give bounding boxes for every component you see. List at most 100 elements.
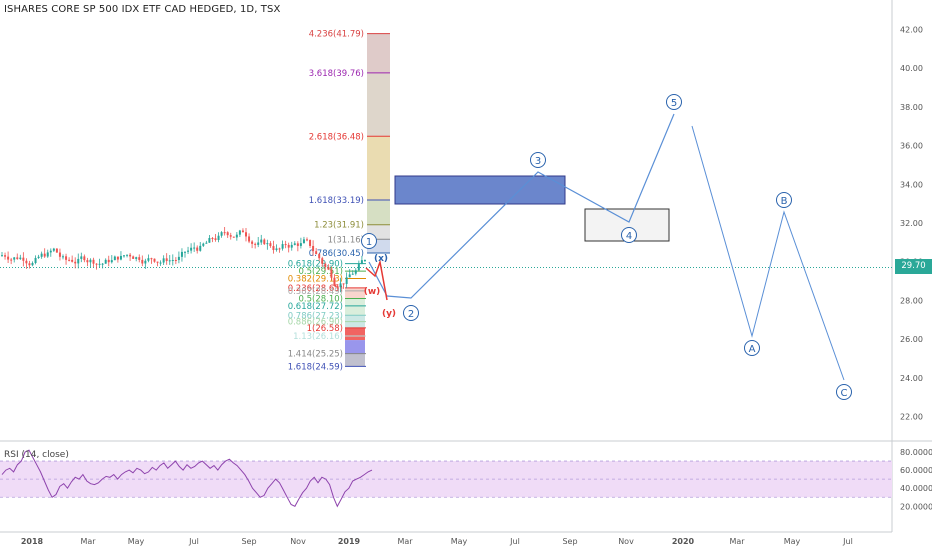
- price-axis-label: 36.00: [900, 142, 923, 151]
- fib-retracement-band: [345, 353, 365, 367]
- candle-body: [193, 247, 196, 249]
- fib-level-label: 0.786(27.23): [288, 311, 343, 321]
- fib-level-label: 0.5(29.51): [299, 267, 343, 277]
- time-axis-label: Sep: [241, 537, 256, 546]
- candle-body: [327, 267, 330, 270]
- candle-body: [144, 260, 147, 264]
- candle-body: [278, 248, 281, 250]
- candle-body: [180, 251, 183, 257]
- candle-body: [238, 230, 241, 235]
- candle-body: [360, 260, 363, 265]
- candle-body: [235, 234, 238, 238]
- time-axis-label: Mar: [729, 537, 745, 546]
- rsi-line: [1, 449, 373, 508]
- candle-body: [330, 269, 333, 278]
- price-axis-label: 40.00: [900, 64, 923, 73]
- elliott-correction-line: [691, 125, 845, 381]
- candle-body: [363, 260, 366, 262]
- candle-body: [150, 258, 153, 260]
- time-axis-label: Nov: [618, 537, 634, 546]
- target-zone-box: [584, 208, 670, 242]
- wave-label: 3: [535, 156, 541, 167]
- candle-body: [104, 259, 107, 264]
- candle-body: [339, 283, 342, 288]
- fib-extension-band: [367, 136, 390, 200]
- candle-body: [92, 259, 95, 264]
- wave-label: 1: [366, 237, 372, 248]
- wave-label: A: [749, 344, 756, 355]
- candle-body: [31, 262, 34, 266]
- rsi-axis-label: 20.0000: [900, 502, 932, 511]
- candle-body: [147, 258, 150, 261]
- elliott-impulse-line: [368, 113, 675, 299]
- price-axis-label: 34.00: [900, 180, 923, 189]
- candle-body: [153, 258, 156, 262]
- candle-body: [156, 261, 159, 263]
- candle-body: [321, 258, 324, 264]
- rsi-indicator-label[interactable]: RSI (14, close): [4, 450, 69, 460]
- candle-body: [46, 252, 49, 257]
- candle-body: [80, 256, 83, 259]
- candle-body: [123, 255, 125, 257]
- time-axis-label: 2020: [672, 537, 695, 546]
- wave-label: 2: [408, 309, 414, 320]
- wave-label-circle: [361, 233, 377, 249]
- wave-label-circle: [530, 152, 546, 168]
- candle-body: [284, 244, 287, 246]
- time-axis-label: Jul: [188, 537, 199, 546]
- candle-body: [101, 263, 104, 265]
- candle-body: [119, 255, 122, 260]
- candle-body: [318, 254, 321, 259]
- candle-body: [333, 277, 336, 286]
- corrective-wxy-line: [365, 259, 388, 301]
- fib-level-label: 0.786(30.45): [309, 249, 364, 259]
- candle-body: [266, 243, 269, 245]
- candle-body: [315, 251, 318, 255]
- fib-level-label: 0.886(26.90): [288, 318, 343, 328]
- chart-title: ISHARES CORE SP 500 IDX ETF CAD HEDGED, …: [4, 4, 281, 15]
- fib-extension-band: [367, 199, 390, 225]
- candle-body: [16, 257, 19, 259]
- candle-body: [287, 244, 290, 248]
- candle-body: [309, 239, 312, 246]
- candle-body: [217, 235, 220, 240]
- fib-level-label: 0.382(29.13): [288, 275, 343, 285]
- candle-body: [34, 257, 37, 263]
- candle-body: [77, 258, 80, 264]
- candle-body: [208, 238, 211, 243]
- fib-level-label: 3.618(39.76): [309, 69, 364, 79]
- fib-level-label: 1.618(33.19): [309, 196, 364, 206]
- candle-body: [71, 259, 74, 262]
- fib-level-label: 0.236(28.65): [288, 284, 343, 294]
- candle-body: [184, 251, 186, 253]
- wave-label-circle: [403, 305, 419, 321]
- candle-body: [83, 256, 86, 261]
- candle-body: [254, 243, 257, 245]
- candle-body: [22, 257, 25, 261]
- candle-body: [7, 256, 10, 260]
- rsi-axis-label: 40.0000: [900, 484, 932, 493]
- candles: [1, 226, 366, 293]
- candle-body: [86, 260, 89, 263]
- wave-label-circle: [744, 340, 760, 356]
- candle-body: [257, 242, 260, 245]
- candle-body: [187, 250, 190, 252]
- candle-body: [342, 283, 345, 285]
- fib-extension-band: [367, 72, 390, 137]
- candle-body: [129, 254, 132, 257]
- rsi-axis-label: 80.0000: [900, 448, 932, 457]
- fib-level-label: 0.618(27.72): [288, 302, 343, 312]
- candle-body: [132, 256, 135, 259]
- time-axis-label: May: [784, 537, 801, 546]
- fib-retracement-band: [345, 287, 365, 299]
- candle-body: [229, 235, 232, 237]
- fib-retracement-band: [345, 327, 365, 341]
- candle-body: [302, 239, 305, 244]
- candle-body: [40, 253, 43, 257]
- candle-body: [202, 243, 205, 246]
- last-price-tag: 29.70: [895, 259, 932, 274]
- time-axis-label: May: [451, 537, 468, 546]
- target-zone-box: [394, 175, 566, 205]
- candle-body: [25, 260, 28, 264]
